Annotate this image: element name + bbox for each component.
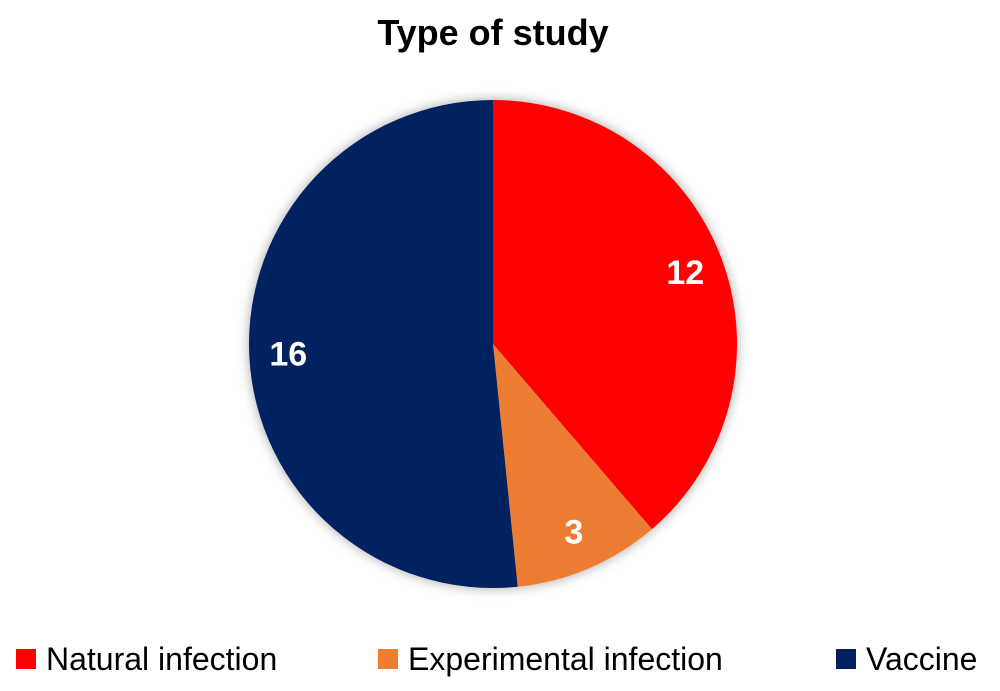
legend-item-vaccine: Vaccine xyxy=(836,635,977,683)
pie-slices xyxy=(249,100,737,589)
legend-swatch-natural-infection xyxy=(16,649,36,669)
data-label-natural-infection: 12 xyxy=(666,254,704,292)
legend-label-vaccine: Vaccine xyxy=(866,641,978,677)
legend-swatch-vaccine xyxy=(836,649,856,669)
chart-title: Type of study xyxy=(377,12,609,53)
legend-label-natural-infection: Natural infection xyxy=(46,641,278,677)
pie-slice-experimental-infection xyxy=(493,344,652,587)
legend-label-experimental-infection: Experimental infection xyxy=(408,641,723,677)
pie-slice-vaccine xyxy=(249,100,518,589)
legend-swatch-experimental-infection xyxy=(378,649,398,669)
legend: Natural infection Experimental infection… xyxy=(0,635,1000,683)
pie-data-labels: 12 3 16 xyxy=(269,254,704,552)
data-label-vaccine: 16 xyxy=(269,335,307,373)
data-label-experimental-infection: 3 xyxy=(564,513,583,551)
pie-slice-natural-infection xyxy=(493,100,737,530)
legend-item-natural-infection: Natural infection xyxy=(16,635,277,683)
legend-item-experimental-infection: Experimental infection xyxy=(378,635,723,683)
